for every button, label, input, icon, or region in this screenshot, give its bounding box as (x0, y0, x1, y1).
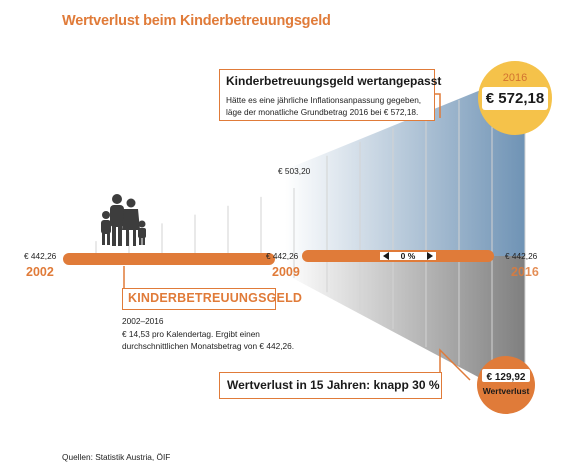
bar-2002-2009 (63, 253, 275, 265)
loss-value: € 129,92 (486, 372, 526, 383)
kbg-callout-text: 2002–2016 € 14,53 pro Kalendertag. Ergib… (122, 315, 312, 353)
inflation-callout-text: Hätte es eine jährliche Inflationsanpass… (226, 95, 422, 117)
inflation-connector (433, 93, 441, 118)
amount-2002: € 442,26 (24, 251, 57, 261)
inflation-callout-title: Kinderbetreuungsgeld wertangepasst (226, 74, 442, 88)
arrow-right-icon (427, 252, 433, 260)
loss-label: Wertverlust (482, 386, 530, 396)
amount-2016: € 442,26 (505, 251, 538, 261)
year-2016: 2016 (511, 265, 539, 279)
pct-label-bg (380, 252, 436, 260)
adjusted-value-bg (482, 87, 548, 110)
year-2009: 2009 (272, 265, 300, 279)
year-2002: 2002 (26, 265, 54, 279)
arrow-left-icon (383, 252, 389, 260)
adjusted-value-area (285, 72, 525, 256)
amount-2009: € 442,26 (266, 251, 299, 261)
loss-value-bg (482, 369, 530, 382)
source-note: Quellen: Statistik Austria, ÖIF (62, 452, 171, 462)
family-icon (101, 194, 146, 246)
kbg-period: 2002–2016 (122, 316, 164, 326)
adjusted-value: € 572,18 (485, 90, 545, 107)
chart-title: Wertverlust beim Kinderbetreuungsgeld (62, 13, 331, 29)
adjusted-value-year: 2016 (502, 72, 528, 84)
inflation-callout (219, 69, 435, 121)
loss-connector (439, 348, 471, 381)
kbg-callout (122, 288, 276, 310)
chart-gridlines (95, 72, 526, 402)
loss-circle (477, 356, 535, 414)
kbg-description: € 14,53 pro Kalendertag. Ergibt einen du… (122, 328, 295, 352)
chart-fan (285, 72, 525, 402)
loss-callout (219, 372, 442, 399)
kbg-callout-title: KINDERBETREUUNGSGELD (128, 291, 303, 305)
value-loss-area (285, 256, 525, 402)
amount-2009-adjusted: € 503,20 (278, 166, 311, 176)
loss-callout-title: Wertverlust in 15 Jahren: knapp 30 % (227, 378, 440, 392)
change-percent: 0 % (400, 251, 416, 261)
